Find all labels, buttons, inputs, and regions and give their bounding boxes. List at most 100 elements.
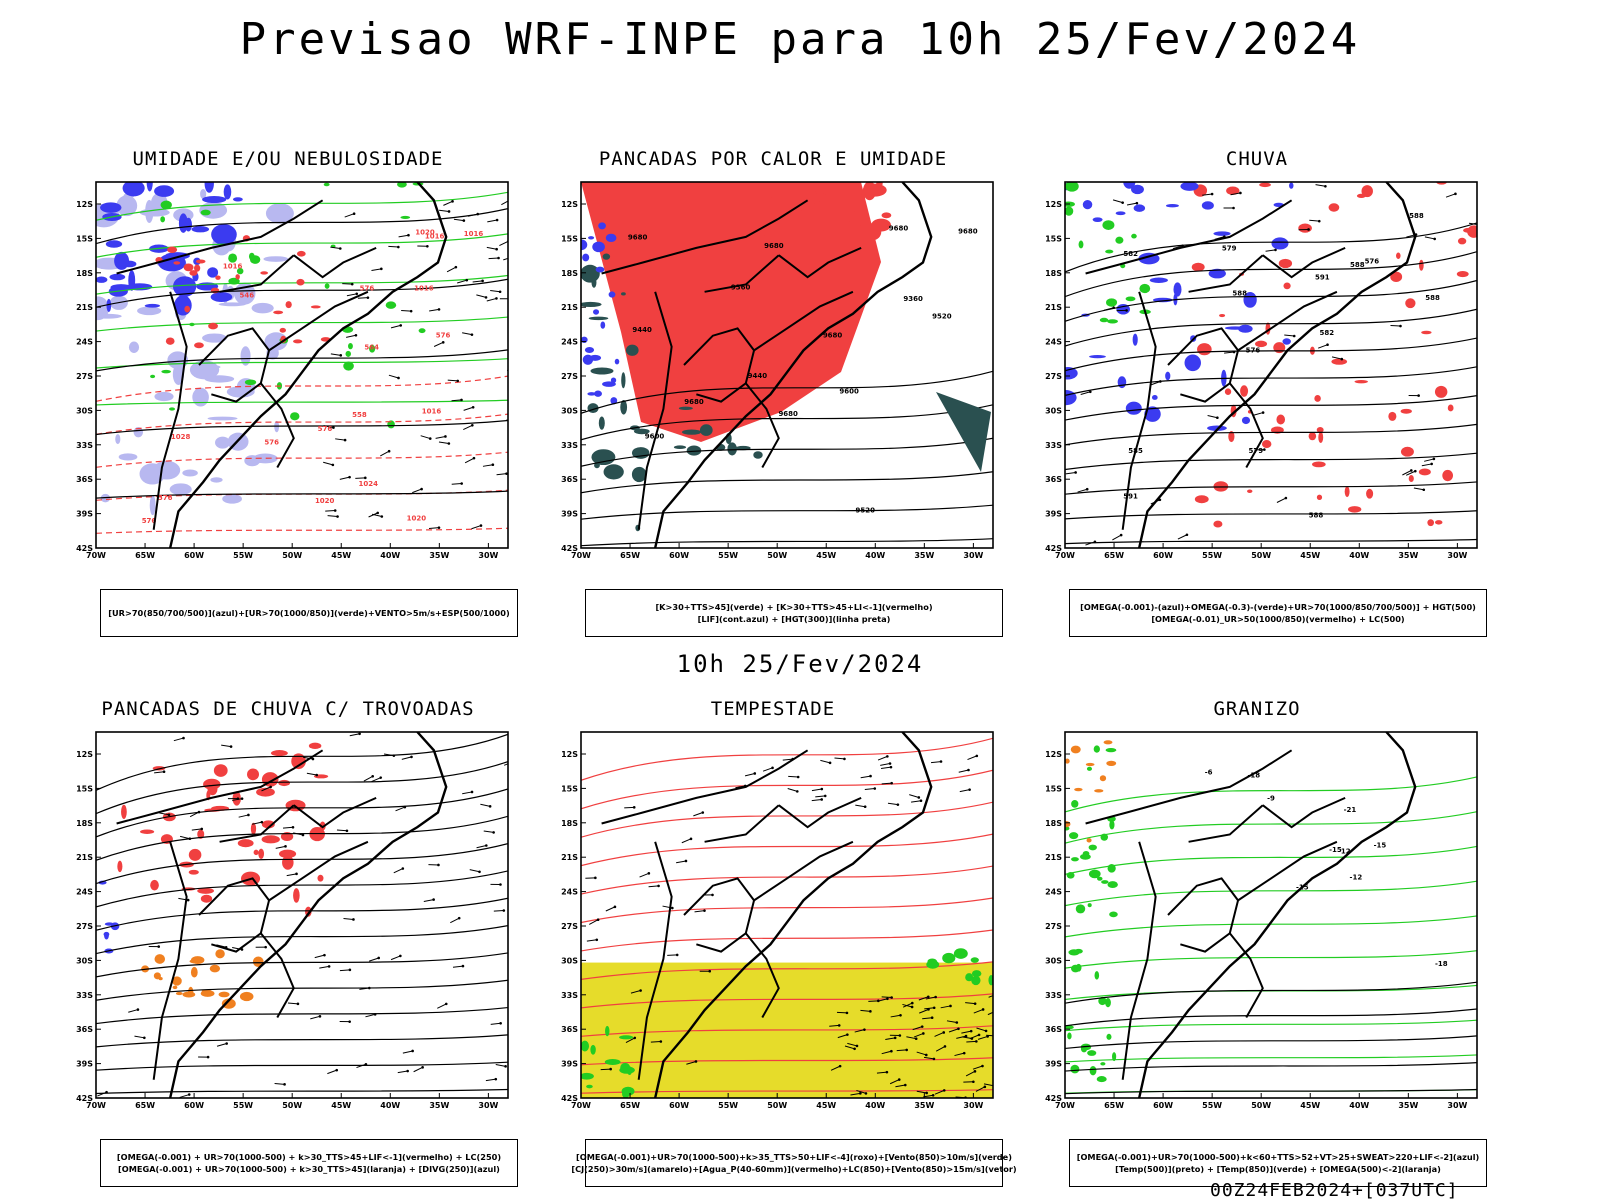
latitude-label: 24S — [1045, 338, 1062, 347]
latitude-label: 39S — [1045, 1060, 1062, 1069]
contour-label: 576 — [264, 438, 279, 446]
latitude-label: 18S — [561, 819, 578, 828]
contour-label: -12 — [1350, 873, 1363, 881]
latitude-label: 21S — [76, 303, 93, 312]
latitude-label: 36S — [1045, 475, 1062, 484]
latitude-label: 33S — [561, 991, 578, 1000]
legend-box: [OMEGA(-0.001)+UR>70(1000-500)+k<60+TTS>… — [1069, 1139, 1487, 1187]
panel-title: PANCADAS DE CHUVA C/ TROVOADAS — [48, 698, 528, 720]
latitude-label: 21S — [1045, 303, 1062, 312]
contour-label: 1020 — [407, 514, 427, 522]
longitude-label: 40W — [1349, 1101, 1369, 1110]
panel-title: GRANIZO — [1017, 698, 1497, 720]
legend-line: [K>30+TTS>45](verde) + [K>30+TTS>45+LI<-… — [655, 602, 932, 612]
longitude-label: 65W — [620, 551, 640, 560]
contour-label: 588 — [1232, 290, 1247, 298]
map-field-layer: -12-15-18-21-15-18-15-12-9-6 — [1061, 732, 1477, 1098]
map-svg: -12-15-18-21-15-18-15-12-9-612S15S18S21S… — [1017, 730, 1497, 1130]
contour-label: 9680 — [684, 398, 704, 406]
contour-label: -6 — [1205, 768, 1213, 776]
longitude-label: 30W — [478, 551, 498, 560]
legend-box: [K>30+TTS>45](verde) + [K>30+TTS>45+LI<-… — [585, 589, 1003, 637]
contour-label: 576 — [1246, 346, 1261, 354]
latitude-label: 30S — [76, 406, 93, 415]
longitude-label: 45W — [816, 551, 836, 560]
contour-label: 9680 — [958, 227, 978, 235]
latitude-label: 21S — [561, 303, 578, 312]
longitude-label: 30W — [1447, 1101, 1467, 1110]
longitude-label: 30W — [963, 551, 983, 560]
longitude-label: 45W — [1300, 1101, 1320, 1110]
contour-label: 9680 — [628, 233, 648, 241]
longitude-label: 35W — [1398, 1101, 1418, 1110]
contour-label: 9440 — [632, 326, 652, 334]
longitude-label: 65W — [1104, 1101, 1124, 1110]
longitude-label: 30W — [963, 1101, 983, 1110]
longitude-label: 65W — [135, 551, 155, 560]
latitude-label: 36S — [76, 475, 93, 484]
contour-label: 564 — [364, 343, 379, 351]
longitude-label: 45W — [331, 1101, 351, 1110]
longitude-label: 50W — [1251, 1101, 1271, 1110]
latitude-label: 27S — [1045, 372, 1062, 381]
contour-label: 588 — [1350, 261, 1365, 269]
longitude-label: 40W — [1349, 551, 1369, 560]
legend-box: [OMEGA(-0.001)-(azul)+OMEGA(-0.3)-(verde… — [1069, 589, 1487, 637]
latitude-label: 30S — [561, 406, 578, 415]
longitude-label: 70W — [1055, 551, 1075, 560]
longitude-label: 60W — [184, 551, 204, 560]
latitude-label: 15S — [561, 784, 578, 793]
forecast-date-label: 10h 25/Fev/2024 — [0, 650, 1600, 678]
contour-label: 591 — [1315, 273, 1330, 281]
latitude-label: 30S — [561, 956, 578, 965]
longitude-label: 40W — [380, 551, 400, 560]
latitude-label: 12S — [1045, 750, 1062, 759]
latitude-label: 33S — [1045, 991, 1062, 1000]
contour-label: 576 — [1365, 258, 1380, 266]
latitude-label: 15S — [1045, 784, 1062, 793]
latitude-label: 15S — [76, 234, 93, 243]
contour-label: 1016 — [464, 230, 484, 238]
contour-label: 1024 — [358, 480, 378, 488]
contour-label: 9680 — [778, 410, 798, 418]
longitude-label: 40W — [865, 551, 885, 560]
contour-label: 546 — [240, 291, 255, 299]
longitude-label: 60W — [669, 1101, 689, 1110]
latitude-label: 36S — [76, 1025, 93, 1034]
latitude-label: 33S — [1045, 441, 1062, 450]
legend-box: [OMEGA(-0.001)+UR>70(1000-500)+k>35_TTS>… — [585, 1139, 1003, 1187]
map-field-layer — [580, 732, 1000, 1099]
contour-label: 558 — [352, 411, 367, 419]
contour-label: 1016 — [422, 408, 442, 416]
longitude-label: 70W — [1055, 1101, 1075, 1110]
longitude-label: 45W — [331, 551, 351, 560]
legend-line: [Temp(500)](preto) + [Temp(850)](verde) … — [1115, 1164, 1441, 1174]
latitude-label: 12S — [561, 750, 578, 759]
legend-line: [OMEGA(-0.001) + UR>70(1000-500) + k>30_… — [117, 1152, 501, 1162]
contour-label: 591 — [1123, 493, 1138, 501]
contour-label: 9600 — [839, 388, 859, 396]
longitude-label: 50W — [1251, 551, 1271, 560]
latitude-label: 30S — [76, 956, 93, 965]
legend-line: [OMEGA(-0.001)-(azul)+OMEGA(-0.3)-(verde… — [1080, 602, 1476, 612]
latitude-label: 27S — [76, 922, 93, 931]
legend-line: [OMEGA(-0.01)_UR>50(1000/850)(vermelho) … — [1151, 614, 1404, 624]
latitude-label: 21S — [76, 853, 93, 862]
longitude-label: 45W — [816, 1101, 836, 1110]
contour-label: 9680 — [823, 332, 843, 340]
contour-label: 588 — [1409, 212, 1424, 220]
contour-label: 1020 — [415, 229, 435, 237]
latitude-label: 18S — [561, 269, 578, 278]
longitude-label: 50W — [282, 551, 302, 560]
contour-label: 588 — [1309, 511, 1324, 519]
longitude-label: 40W — [865, 1101, 885, 1110]
latitude-label: 36S — [1045, 1025, 1062, 1034]
longitude-label: 55W — [233, 1101, 253, 1110]
legend-line: [OMEGA(-0.001)+UR>70(1000-500)+k>35_TTS>… — [576, 1152, 1012, 1162]
longitude-label: 35W — [914, 551, 934, 560]
latitude-label: 30S — [1045, 406, 1062, 415]
